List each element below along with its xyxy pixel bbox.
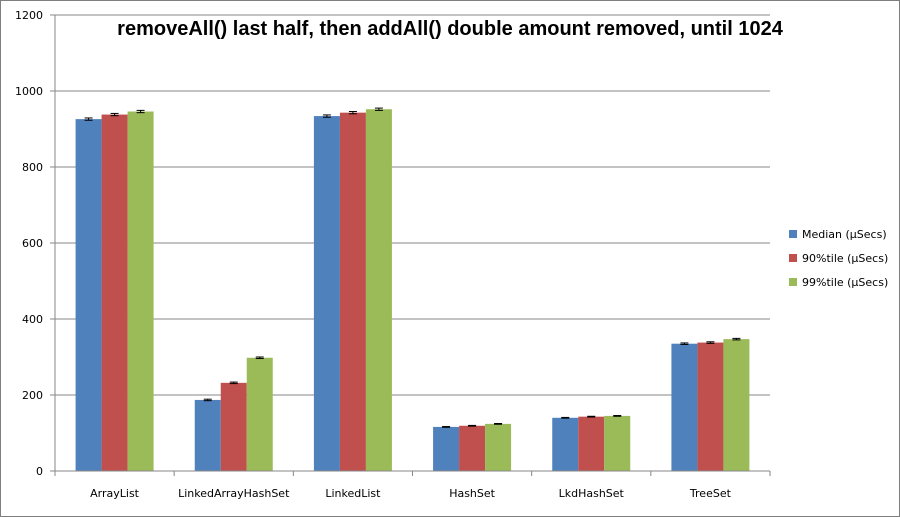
legend-label: 90%tile (µSecs) [802,252,888,265]
legend-swatch [789,230,797,238]
x-axis: ArrayList LinkedArrayHashSet LinkedList Has… [54,15,771,500]
bar [433,426,460,471]
chart-title: removeAll() last half, then addAll() dou… [117,18,784,40]
bar [313,116,340,471]
x-tick-label: ArrayList [90,487,140,500]
bar [459,425,486,471]
y-tick-label: 1000 [15,85,43,98]
x-tick-label: HashSet [449,487,495,500]
legend-label: Median (µSecs) [802,228,887,241]
y-tick-label: 1200 [15,9,43,22]
y-tick-label: 400 [22,313,43,326]
error-bars [84,107,741,428]
x-tick-label: LinkedArrayHashSet [178,487,290,500]
legend-swatch [789,254,797,262]
gridlines [55,14,770,472]
bar [485,423,512,471]
bar [194,399,221,471]
bar [604,415,631,471]
bar [671,343,698,471]
bar [365,109,392,472]
bar [697,342,724,471]
bar [552,417,579,471]
bar [127,111,154,472]
y-tick-label: 600 [22,237,43,250]
bars [75,109,750,472]
bar [220,382,247,471]
x-tick-label: TreeSet [689,487,732,500]
legend-swatch [789,278,797,286]
bar [578,416,605,471]
x-tick-label: LinkedList [325,487,381,500]
legend-label: 99%tile (µSecs) [802,276,888,289]
bar [101,114,128,471]
y-tick-label: 200 [22,389,43,402]
y-tick-label: 0 [36,465,43,478]
y-tick-label: 800 [22,161,43,174]
y-axis-ticks: 0 200 400 600 800 1000 1200 [15,9,55,478]
legend: Median (µSecs) 90%tile (µSecs) 99%tile (µS… [789,228,888,289]
bar [339,112,366,471]
bar [75,119,102,472]
bar [246,357,273,471]
x-tick-label: LkdHashSet [559,487,625,500]
bar [723,339,750,471]
